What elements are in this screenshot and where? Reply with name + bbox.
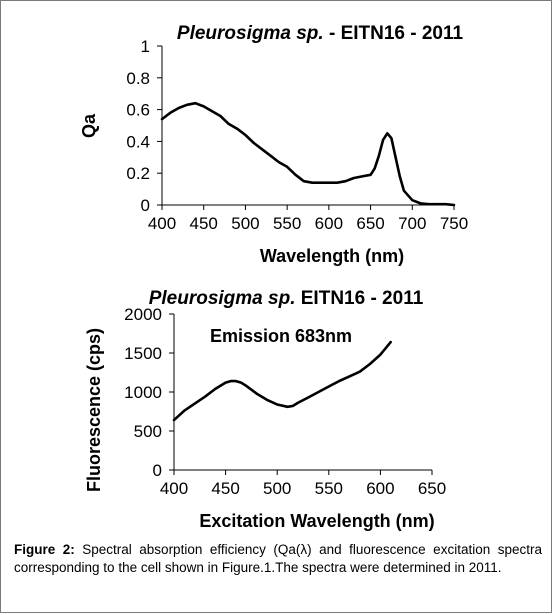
chart1-x-tick-label: 500 [231,214,259,233]
chart2-x-tick-label: 600 [366,479,394,498]
chart1-x-tick-label: 750 [440,214,468,233]
chart1-title-italic: Pleurosigma sp. [177,23,324,44]
chart1-x-tick-label: 700 [398,214,426,233]
chart2-x-tick-label: 400 [160,479,188,498]
figure-charts: Pleurosigma sp. - EITN16 - 2011 0 0.2 0.4 0.… [79,23,468,531]
figure-caption: Figure 2: Spectral absorption efficiency… [14,541,542,577]
chart1-x-tick-label: 450 [190,214,218,233]
chart1-title-rest: - EITN16 - 2011 [324,23,464,44]
chart2-y-tick-label: 0 [153,461,162,480]
caption-label: Figure 2: [14,542,75,557]
chart1-y-tick-label: 0.2 [126,164,150,183]
chart2-y-axis-label: Fluorescence (cps) [84,328,104,492]
caption-text: Spectral absorption efficiency (Qa(λ) an… [14,542,542,575]
chart2-title: Pleurosigma sp. EITN16 - 2011 [149,288,424,309]
chart2-y-tick-label: 1500 [124,344,162,363]
chart2-y-tick-label: 500 [134,422,162,441]
chart1-x-tick-label: 550 [273,214,301,233]
chart1-x-tick-label: 650 [356,214,384,233]
chart1-y-axis-label: Qa [79,113,99,138]
chart2-series-line [172,340,393,422]
chart1-series-line [160,101,456,207]
chart1-x-tick-label: 600 [315,214,343,233]
chart1-x-axis-label: Wavelength (nm) [260,246,404,266]
chart2-y-tick-label: 2000 [124,305,162,324]
chart1-y-tick-label: 0.8 [126,69,150,88]
chart2-x-tick-label: 500 [263,479,291,498]
chart2-x-axis-label: Excitation Wavelength (nm) [199,511,434,531]
chart2-annotation: Emission 683nm [210,326,352,346]
chart1-x-tick-label: 400 [148,214,176,233]
chart1-y-tick-label: 0.6 [126,101,150,120]
chart1-y-tick-label: 0 [141,196,150,215]
chart1-title: Pleurosigma sp. - EITN16 - 2011 [177,23,464,44]
chart2-x-tick-label: 650 [418,479,446,498]
chart2-title-rest: EITN16 - 2011 [295,288,423,309]
chart1-y-tick-label: 1 [141,37,150,56]
chart2-x-tick-label: 550 [315,479,343,498]
chart2-x-tick-label: 450 [211,479,239,498]
chart2-title-italic: Pleurosigma sp. [149,288,296,309]
chart2-y-tick-label: 1000 [124,383,162,402]
chart1-y-tick-label: 0.4 [126,132,150,151]
